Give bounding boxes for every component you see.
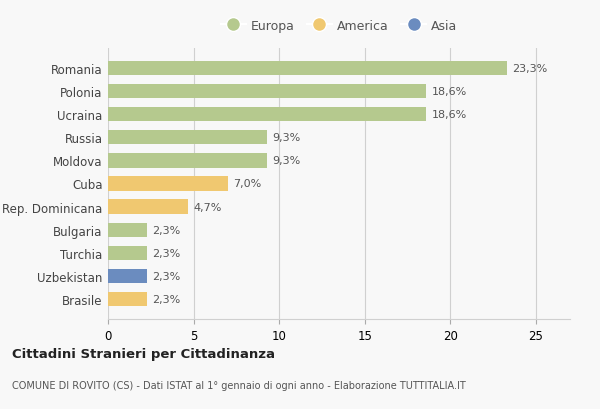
Bar xyxy=(108,246,148,261)
Text: COMUNE DI ROVITO (CS) - Dati ISTAT al 1° gennaio di ogni anno - Elaborazione TUT: COMUNE DI ROVITO (CS) - Dati ISTAT al 1°… xyxy=(12,380,466,390)
Bar xyxy=(108,292,148,307)
Bar xyxy=(108,130,267,145)
Text: 18,6%: 18,6% xyxy=(431,87,467,97)
Text: 18,6%: 18,6% xyxy=(431,110,467,120)
Bar xyxy=(108,84,426,99)
Text: 2,3%: 2,3% xyxy=(152,225,181,235)
Bar xyxy=(108,108,426,122)
Text: 2,3%: 2,3% xyxy=(152,248,181,258)
Bar xyxy=(108,177,228,191)
Bar xyxy=(108,269,148,284)
Bar xyxy=(108,61,506,76)
Text: 9,3%: 9,3% xyxy=(272,156,301,166)
Text: 7,0%: 7,0% xyxy=(233,179,261,189)
Text: 4,7%: 4,7% xyxy=(194,202,222,212)
Bar xyxy=(108,154,267,168)
Text: 2,3%: 2,3% xyxy=(152,294,181,305)
Bar xyxy=(108,223,148,238)
Text: 2,3%: 2,3% xyxy=(152,272,181,281)
Text: 23,3%: 23,3% xyxy=(512,63,547,74)
Bar xyxy=(108,200,188,214)
Legend: Europa, America, Asia: Europa, America, Asia xyxy=(215,15,463,38)
Text: Cittadini Stranieri per Cittadinanza: Cittadini Stranieri per Cittadinanza xyxy=(12,348,275,361)
Text: 9,3%: 9,3% xyxy=(272,133,301,143)
